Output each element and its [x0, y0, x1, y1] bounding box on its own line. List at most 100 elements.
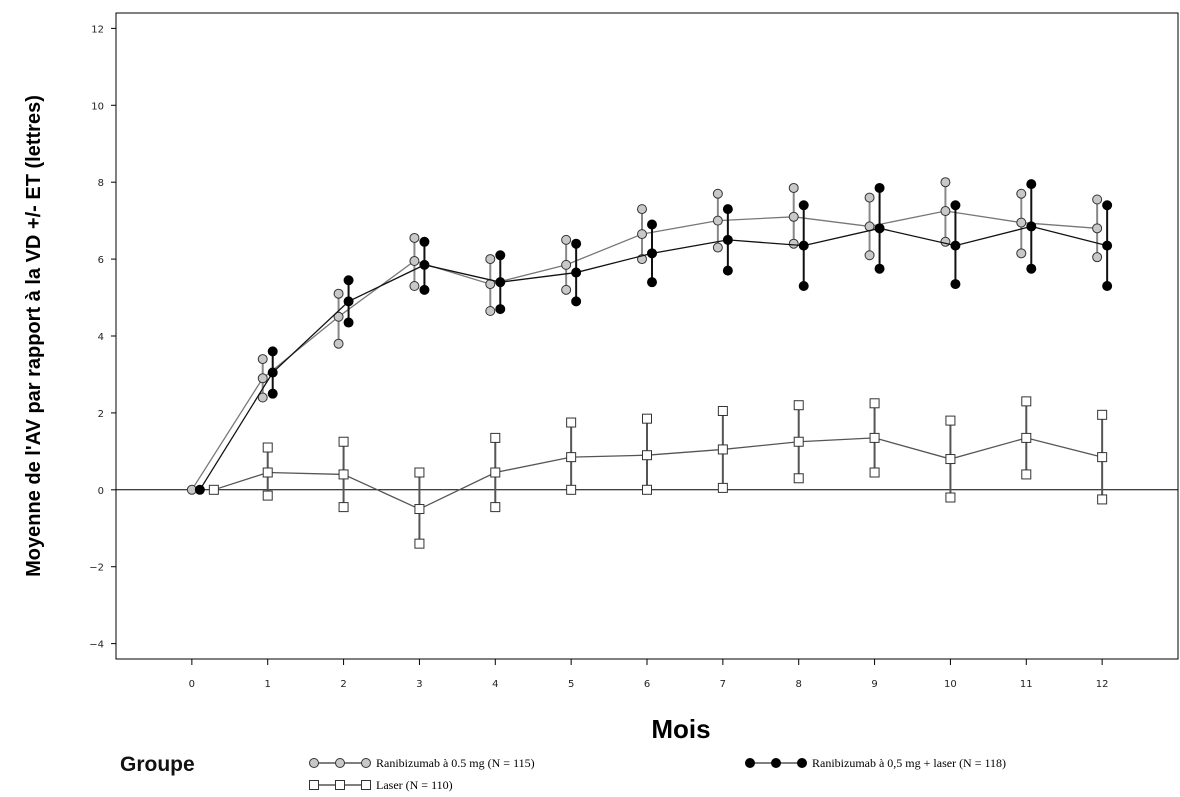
- data-point: [1102, 240, 1113, 251]
- error-cap-lower: [267, 388, 278, 399]
- data-point: [1026, 221, 1037, 232]
- error-cap-lower: [869, 467, 880, 478]
- error-cap-upper: [566, 417, 577, 428]
- error-cap-lower: [571, 296, 582, 307]
- error-cap-upper: [333, 288, 344, 299]
- error-cap-upper: [267, 346, 278, 357]
- error-cap-lower: [874, 263, 885, 274]
- error-cap-lower: [647, 277, 657, 288]
- data-point: [571, 267, 582, 278]
- legend: Groupe Ranibizumab à 0.5 mg (N = 115) Ran…: [120, 753, 1006, 792]
- legend-marker: [771, 758, 781, 768]
- x-axis-ticks: 0 1 2 3 4 5 6 7 8 9 10 11 12: [189, 659, 1109, 690]
- data-point: [1092, 223, 1103, 234]
- error-cap-lower: [495, 304, 506, 315]
- legend-marker: [745, 758, 755, 768]
- series-open-square: [208, 396, 1108, 549]
- data-point: [1097, 452, 1108, 463]
- data-point: [419, 259, 430, 270]
- error-cap-lower: [712, 242, 723, 253]
- legend-title: Groupe: [120, 753, 195, 776]
- x-tick-label: 12: [1096, 679, 1109, 690]
- data-point: [561, 259, 572, 270]
- y-tick-label: 6: [98, 255, 104, 266]
- x-tick-label: 2: [340, 679, 346, 690]
- legend-marker: [361, 758, 371, 768]
- legend-marker: [309, 758, 319, 768]
- error-cap-upper: [793, 400, 804, 411]
- x-tick-label: 3: [416, 679, 422, 690]
- error-cap-lower: [793, 473, 804, 484]
- x-tick-label: 6: [644, 679, 650, 690]
- error-cap-upper: [414, 467, 425, 478]
- error-cap-lower: [262, 490, 273, 501]
- legend-marker: [335, 758, 345, 768]
- x-tick-label: 9: [871, 679, 877, 690]
- data-point: [267, 367, 278, 378]
- error-cap-lower: [343, 317, 354, 328]
- error-cap-lower: [1026, 263, 1037, 274]
- data-point: [208, 484, 219, 495]
- x-tick-label: 5: [568, 679, 574, 690]
- error-cap-lower: [561, 284, 572, 295]
- error-cap-upper: [561, 234, 572, 245]
- data-point: [495, 277, 506, 288]
- y-axis-label: Moyenne de l'AV par rapport à la VD +/- …: [23, 95, 45, 577]
- error-cap-upper: [262, 442, 273, 453]
- error-cap-upper: [864, 192, 875, 203]
- data-point: [793, 436, 804, 447]
- legend-label: Ranibizumab à 0.5 mg (N = 115): [376, 756, 535, 770]
- legend-marker: [335, 780, 345, 790]
- data-point: [194, 484, 205, 495]
- error-cap-upper: [1021, 396, 1032, 407]
- series-layer: [186, 177, 1113, 549]
- error-cap-upper: [490, 432, 501, 443]
- error-cap-lower: [798, 281, 809, 292]
- error-cap-lower: [1092, 252, 1103, 263]
- error-cap-upper: [647, 219, 657, 230]
- legend-items: Ranibizumab à 0.5 mg (N = 115) Ranibizuma…: [309, 756, 1006, 792]
- data-point: [950, 240, 961, 251]
- data-point: [338, 469, 349, 480]
- data-point: [717, 444, 728, 455]
- error-cap-upper: [1026, 179, 1037, 190]
- error-cap-upper: [945, 415, 956, 426]
- data-point: [945, 454, 956, 465]
- error-cap-upper: [874, 182, 885, 193]
- y-tick-label: 8: [98, 178, 104, 189]
- data-point: [712, 215, 723, 226]
- legend-item: Ranibizumab à 0,5 mg + laser (N = 118): [745, 756, 1006, 770]
- data-point: [333, 311, 344, 322]
- error-cap-upper: [495, 250, 506, 261]
- error-cap-upper: [940, 177, 951, 188]
- error-cap-upper: [869, 398, 880, 409]
- error-cap-upper: [950, 200, 961, 211]
- error-cap-upper: [338, 436, 349, 447]
- legend-label: Laser (N = 110): [376, 778, 453, 792]
- y-tick-label: 2: [98, 409, 104, 420]
- error-cap-upper: [1016, 188, 1027, 199]
- legend-marker: [361, 780, 371, 790]
- error-cap-lower: [338, 502, 349, 513]
- data-point: [490, 467, 501, 478]
- legend-label: Ranibizumab à 0,5 mg + laser (N = 118): [812, 756, 1006, 770]
- error-cap-lower: [1097, 494, 1108, 505]
- data-point: [788, 211, 799, 222]
- x-tick-label: 7: [720, 679, 726, 690]
- y-axis-ticks: −4 −2 0 2 4 6 8 10 12: [89, 24, 116, 651]
- legend-item: Ranibizumab à 0.5 mg (N = 115): [309, 756, 535, 770]
- data-point: [869, 432, 880, 443]
- x-tick-label: 1: [265, 679, 271, 690]
- error-cap-lower: [940, 236, 951, 247]
- data-point: [637, 229, 647, 240]
- series-line: [191, 210, 1098, 491]
- error-cap-upper: [1092, 194, 1103, 205]
- y-tick-label: −4: [89, 640, 104, 651]
- error-cap-upper: [788, 182, 799, 193]
- error-cap-upper: [1102, 200, 1113, 211]
- error-cap-lower: [566, 484, 577, 495]
- error-cap-lower: [788, 238, 799, 249]
- legend-marker: [797, 758, 807, 768]
- error-cap-lower: [257, 392, 268, 403]
- data-point: [798, 240, 809, 251]
